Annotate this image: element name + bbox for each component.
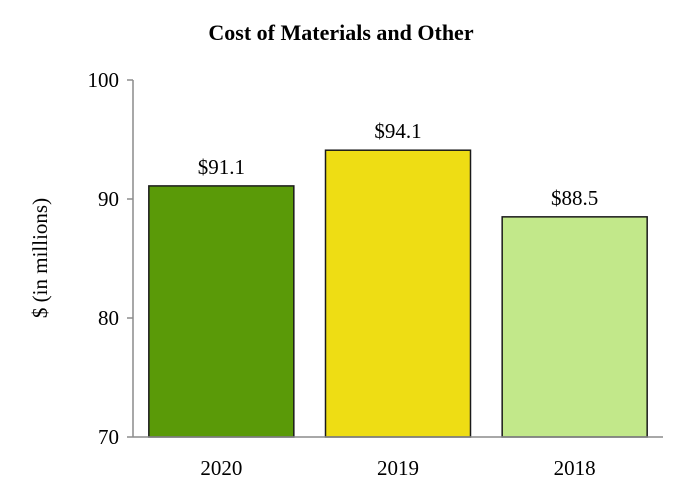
x-tick-label-2020: 2020 [200, 456, 242, 480]
y-tick-label: 80 [98, 306, 119, 330]
data-label-2018: $88.5 [551, 186, 598, 210]
plot-area: 70 80 90 100 $91.1 2020 $94.1 2019 $88.5 2018 [88, 68, 663, 480]
bar-2020 [148, 185, 295, 438]
y-tick-label: 100 [88, 68, 120, 92]
y-tick-label: 70 [98, 425, 119, 449]
data-label-2020: $91.1 [198, 155, 245, 179]
chart-title: Cost of Materials and Other [208, 20, 473, 45]
data-label-2019: $94.1 [374, 119, 421, 143]
y-tick-label: 90 [98, 187, 119, 211]
y-axis-label: $ (in millions) [28, 198, 52, 318]
x-tick-label-2019: 2019 [377, 456, 419, 480]
bar-2018 [501, 216, 648, 438]
x-tick-label-2018: 2018 [554, 456, 596, 480]
bar-2019 [324, 149, 472, 438]
